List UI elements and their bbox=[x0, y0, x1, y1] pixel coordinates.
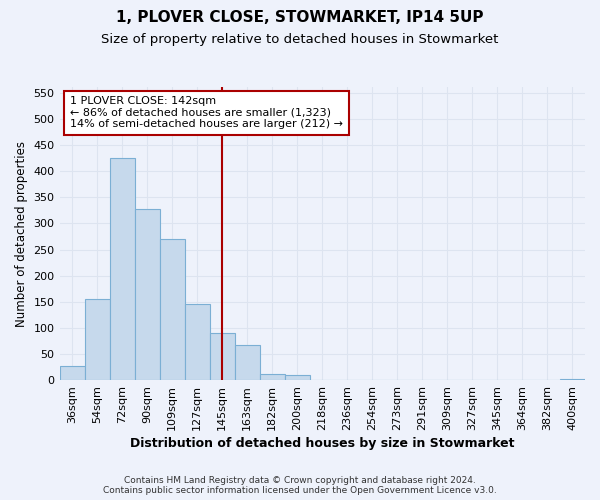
Bar bbox=[285, 375, 310, 380]
Bar bbox=[160, 239, 185, 380]
Bar bbox=[235, 344, 260, 380]
Bar bbox=[260, 374, 285, 380]
Bar bbox=[560, 378, 585, 380]
Y-axis label: Number of detached properties: Number of detached properties bbox=[15, 141, 28, 327]
Bar bbox=[59, 366, 85, 380]
Bar bbox=[185, 304, 209, 380]
Text: Contains HM Land Registry data © Crown copyright and database right 2024.
Contai: Contains HM Land Registry data © Crown c… bbox=[103, 476, 497, 495]
Text: 1, PLOVER CLOSE, STOWMARKET, IP14 5UP: 1, PLOVER CLOSE, STOWMARKET, IP14 5UP bbox=[116, 10, 484, 25]
Bar bbox=[110, 158, 134, 380]
Text: 1 PLOVER CLOSE: 142sqm
← 86% of detached houses are smaller (1,323)
14% of semi-: 1 PLOVER CLOSE: 142sqm ← 86% of detached… bbox=[70, 96, 343, 130]
X-axis label: Distribution of detached houses by size in Stowmarket: Distribution of detached houses by size … bbox=[130, 437, 515, 450]
Text: Size of property relative to detached houses in Stowmarket: Size of property relative to detached ho… bbox=[101, 32, 499, 46]
Bar bbox=[134, 210, 160, 380]
Bar bbox=[85, 299, 110, 380]
Bar bbox=[209, 333, 235, 380]
